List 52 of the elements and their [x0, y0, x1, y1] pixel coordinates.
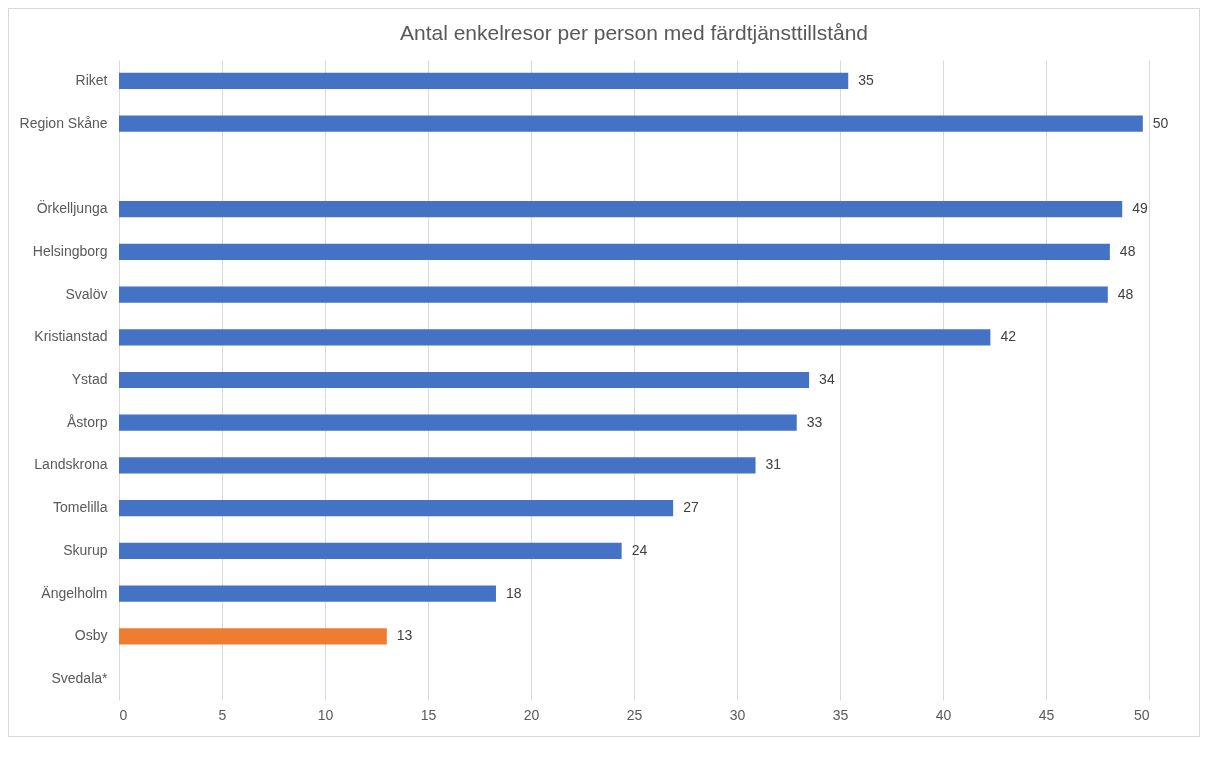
data-label: 31 [765, 456, 782, 473]
chart-title: Antal enkelresor per person med färdtjänsttillstånd [399, 21, 869, 44]
x-tick-label: 35 [832, 706, 849, 723]
x-tick-label: 0 [119, 706, 128, 723]
data-label: 50 [1152, 114, 1169, 131]
bar [119, 286, 1108, 303]
y-tick-label: Åstorp [67, 413, 108, 430]
bar [119, 329, 991, 346]
x-tick-label: 45 [1038, 706, 1055, 723]
y-tick-label: Skurup [63, 541, 108, 558]
y-tick-label: Riket [75, 71, 108, 88]
bar [119, 457, 756, 474]
x-tick-label: 10 [317, 706, 334, 723]
x-tick-label: 25 [626, 706, 643, 723]
data-label: 49 [1132, 200, 1149, 217]
y-tick-label: Svedala* [51, 670, 109, 687]
data-label: 18 [505, 584, 522, 601]
y-tick-label: Osby [74, 627, 108, 644]
data-label: 13 [396, 627, 413, 644]
x-tick-label: 30 [729, 706, 746, 723]
bar [119, 500, 674, 517]
bar [119, 628, 387, 645]
y-tick-label: Svalöv [65, 285, 108, 302]
y-tick-label: Landskrona [34, 456, 108, 473]
data-label: 35 [858, 71, 875, 88]
data-label: 27 [683, 499, 699, 516]
bar [119, 115, 1143, 132]
y-tick-label: Kristianstad [34, 328, 108, 345]
data-label: 33 [806, 413, 823, 430]
y-tick-label: Ystad [71, 371, 108, 387]
data-label: 42 [1000, 328, 1017, 345]
bar [119, 414, 797, 431]
x-tick-label: 5 [218, 706, 227, 723]
bar [119, 371, 810, 389]
bar [119, 542, 622, 560]
y-tick-label: Ängelholm [41, 584, 108, 601]
data-label: 48 [1119, 242, 1136, 259]
x-tick-label: 20 [523, 706, 540, 723]
bar [119, 243, 1110, 260]
y-tick-label: Örkelljunga [36, 199, 108, 217]
y-tick-label: Region Skåne [19, 114, 108, 131]
bar [119, 585, 496, 602]
data-label: 34 [819, 371, 835, 387]
bar [119, 200, 1123, 218]
y-tick-label: Helsingborg [32, 242, 108, 259]
data-label: 48 [1117, 285, 1134, 302]
bar [119, 72, 849, 90]
y-tick-label: Tomelilla [53, 499, 108, 516]
x-tick-label: 50 [1133, 706, 1150, 723]
data-label: 24 [631, 541, 648, 558]
x-tick-label: 40 [935, 706, 952, 723]
x-tick-label: 15 [420, 706, 437, 723]
